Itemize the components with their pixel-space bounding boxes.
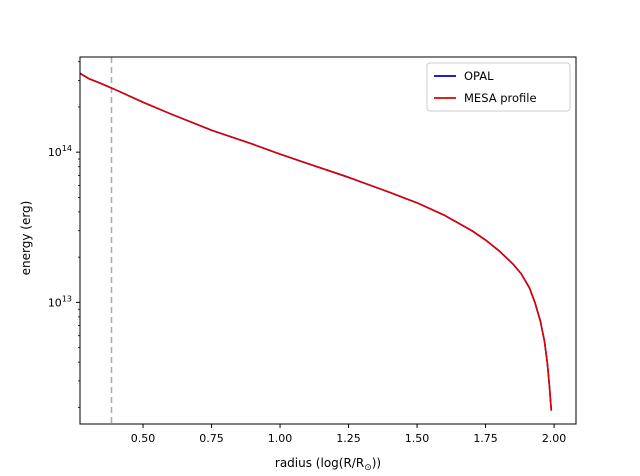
- series-line-1: [79, 72, 553, 411]
- legend-label-1: MESA profile: [464, 91, 537, 105]
- x-axis-ticks: 0.50 0.75 1.00 1.25 1.50 1.75 2.00: [131, 424, 567, 445]
- x-axis-label-main: radius (log(R/R: [275, 456, 364, 470]
- y-axis-ticks: 1013 1014: [48, 144, 80, 309]
- y-axis-label: energy (erg): [19, 201, 33, 276]
- legend-box: [426, 62, 571, 112]
- series-layer: [79, 72, 553, 411]
- plot-area: [79, 57, 553, 424]
- x-tick-label: 0.75: [199, 432, 224, 445]
- x-axis-label-sub: ⊙: [364, 463, 372, 473]
- x-tick-label: 1.25: [336, 432, 361, 445]
- legend: OPAL MESA profile: [426, 62, 571, 112]
- y-axis-minor-ticks: [78, 61, 80, 408]
- y-tick-label: 1014: [48, 144, 72, 159]
- x-tick-label: 1.50: [405, 432, 430, 445]
- x-tick-label: 1.75: [473, 432, 498, 445]
- y-tick-label: 1013: [48, 294, 72, 309]
- x-tick-label: 1.00: [268, 432, 293, 445]
- x-tick-label: 0.50: [131, 432, 156, 445]
- axes-border: [79, 56, 577, 425]
- x-tick-label: 2.00: [542, 432, 567, 445]
- x-axis-label-tail: )): [372, 456, 381, 470]
- axes-frame: [79, 56, 577, 425]
- series-line-0: [79, 72, 553, 411]
- x-axis-label: radius (log(R/R⊙)): [275, 456, 381, 473]
- legend-label-0: OPAL: [464, 69, 494, 83]
